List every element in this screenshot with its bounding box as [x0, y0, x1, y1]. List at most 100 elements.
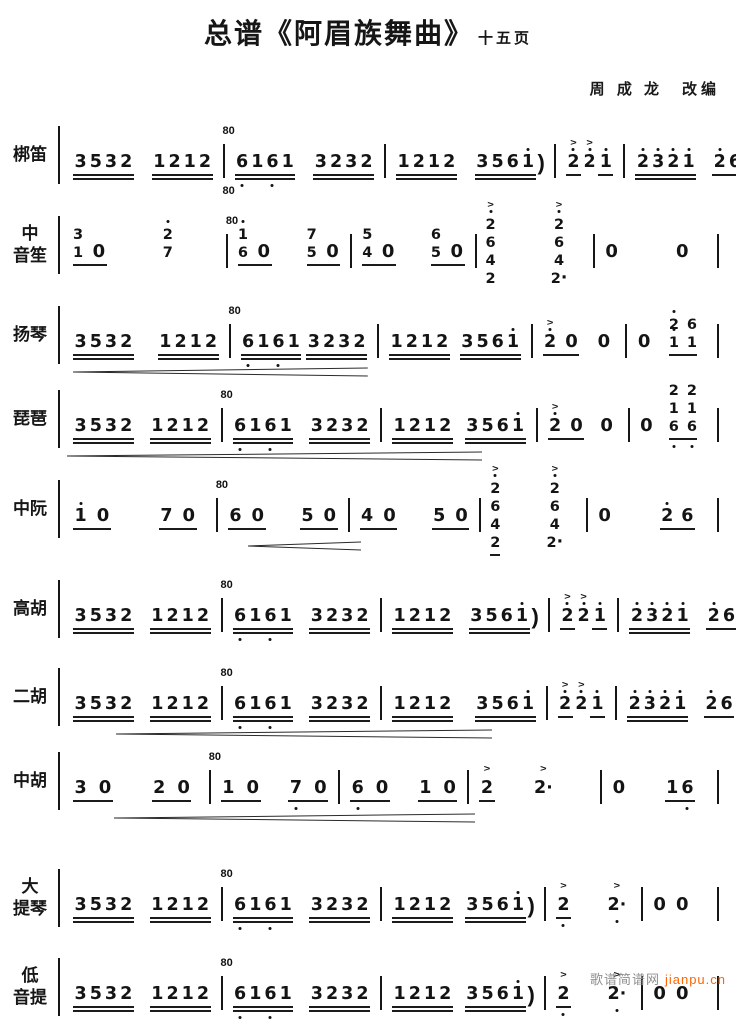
note: 1	[673, 690, 688, 714]
note-number: 0	[383, 505, 396, 526]
instrument-name-line: 低	[21, 965, 39, 985]
beam-line	[237, 264, 272, 266]
tempo-mark: 80	[220, 957, 233, 969]
notation-line: 3 5 3 2 1 2 1 2 80 6 1 6 1 3 2 3 2 1 2 1 2 3 5 6 1 2 >0 0 0 2 1 6 2 1 6	[58, 383, 730, 448]
note: 6	[495, 985, 510, 1004]
note: 2· >	[533, 764, 555, 798]
tempo-mark: 80	[225, 215, 239, 227]
note: 1	[590, 690, 605, 714]
note-number: 3	[104, 416, 118, 436]
accent-mark: >	[570, 137, 577, 149]
note-number: 6	[686, 317, 698, 333]
note-number: 1	[593, 606, 606, 626]
instrument-name-line: 音提	[13, 988, 47, 1007]
note: 5	[88, 695, 103, 714]
barline: 80	[220, 957, 233, 1010]
note-number: 7	[160, 506, 173, 526]
octave-dot-low	[690, 445, 694, 448]
octave-dot-high	[79, 502, 83, 505]
note: 2	[442, 153, 457, 172]
octave-dot-high	[516, 412, 520, 415]
note-number: 2	[204, 332, 217, 352]
octave-dot-high	[565, 602, 569, 605]
accent-mark: >	[546, 317, 554, 329]
note-number: 2	[325, 416, 339, 436]
beam-line	[555, 917, 572, 919]
watermark-domain-link[interactable]: jianpu.cn	[664, 972, 726, 987]
beam-line	[313, 178, 374, 180]
note: 1	[280, 153, 295, 172]
octave-dot-high	[633, 690, 637, 693]
octave-dot-low	[240, 184, 244, 187]
note-number: 1	[419, 778, 432, 798]
note: 1	[256, 333, 271, 352]
beam-line	[149, 438, 211, 440]
beam-line	[73, 264, 107, 266]
note-number: 2	[557, 984, 570, 1004]
note-number: 1	[676, 606, 689, 626]
rest: 0	[611, 779, 627, 798]
barline: 80	[225, 215, 238, 268]
note: 5	[307, 244, 317, 262]
note-number: 5	[89, 152, 102, 172]
note: 6	[238, 244, 248, 262]
barline	[479, 498, 482, 532]
note-number: 2	[559, 694, 572, 714]
note: 1	[221, 779, 236, 798]
note: 3	[73, 416, 88, 436]
note: 1	[592, 602, 607, 626]
note: 3	[73, 985, 88, 1004]
beam-line	[232, 442, 294, 444]
note-number: 1	[686, 401, 697, 417]
note-number: 3	[310, 606, 323, 626]
note-number: 1	[151, 694, 164, 714]
note: 2	[119, 895, 134, 915]
note-number: 3	[74, 416, 87, 436]
close-paren: )	[537, 150, 545, 175]
note-number: 1	[249, 416, 262, 436]
note-number: 2	[490, 481, 501, 497]
accent-mark: >	[580, 591, 587, 603]
note-number: 6	[242, 332, 255, 352]
note: 2	[324, 416, 339, 436]
octave-dot-high	[598, 602, 602, 605]
note: 3	[313, 153, 328, 172]
note: 1	[248, 416, 263, 436]
barline	[543, 976, 546, 1010]
note: 3	[309, 896, 324, 915]
note-number: 1	[249, 984, 262, 1004]
note-number: 2	[575, 694, 588, 714]
note: 2	[704, 690, 719, 714]
rest: 0	[597, 507, 613, 526]
note: 2	[165, 695, 180, 714]
beam-line	[157, 354, 219, 356]
note-number: 2	[196, 984, 209, 1004]
note: 6	[505, 695, 520, 714]
note: 6	[687, 418, 697, 448]
note-number: 5	[89, 895, 102, 915]
note: 3	[73, 153, 88, 172]
note-number: 3	[104, 895, 118, 915]
note: 5	[475, 333, 490, 352]
barline	[640, 976, 643, 1010]
beam-line	[288, 800, 329, 802]
octave-dot-low	[672, 445, 676, 448]
octave-dot-low	[268, 1016, 272, 1019]
note-number: 3	[73, 227, 84, 243]
beam-line	[73, 1006, 134, 1008]
beam-line	[73, 921, 134, 923]
score-page: 总谱《阿眉族舞曲》 十五页 周 成 龙 改编 梆笛 3 5 3 2 1 2 1 2 80 80 6 1 6 1…	[13, 19, 736, 1019]
note-number: 1	[591, 694, 604, 714]
beam-line	[703, 716, 735, 718]
note: 3	[651, 148, 666, 172]
beam-line	[559, 628, 576, 630]
note: 1	[158, 333, 173, 352]
note-number: 1	[423, 984, 437, 1004]
note-number: 6	[549, 499, 560, 515]
note-number: 2	[120, 895, 133, 915]
note-number: 1	[287, 332, 300, 352]
note: 6	[499, 607, 514, 626]
